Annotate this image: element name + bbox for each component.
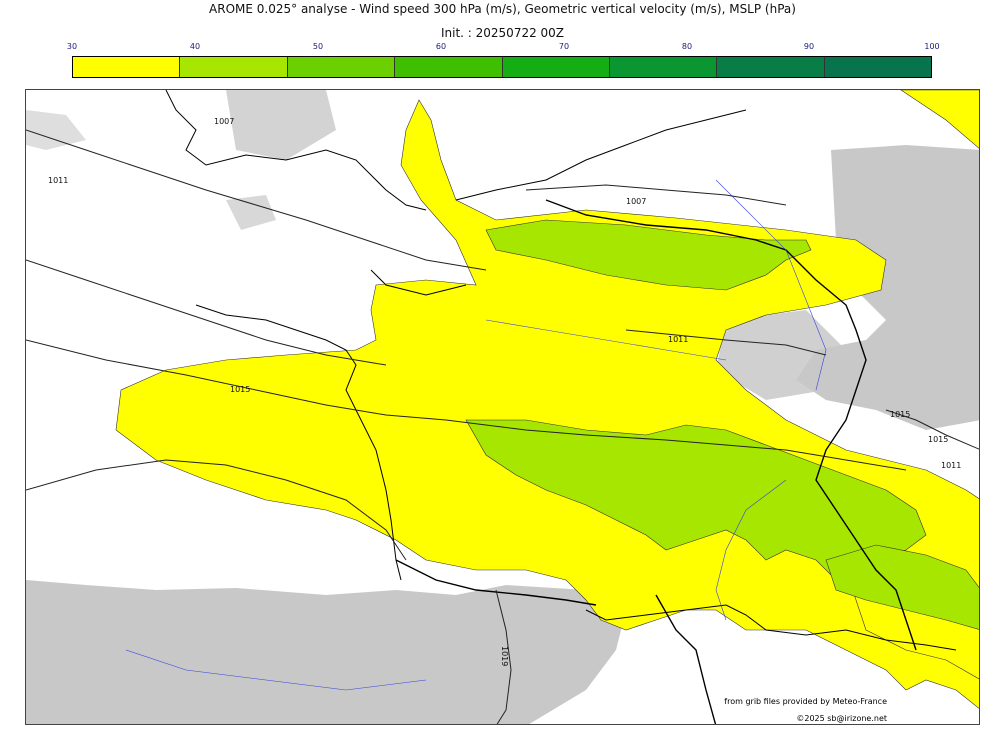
- data-source-credit: from grib files provided by Meteo-France: [724, 697, 887, 706]
- border-italy: [655, 594, 717, 724]
- vertical-velocity-shading: [26, 90, 979, 724]
- green-region-alps: [825, 544, 979, 630]
- colorbar-segment: [287, 57, 396, 77]
- border-france-spain: [395, 559, 597, 606]
- coast-mediterranean: [585, 604, 957, 651]
- isobar-label: 1007: [214, 117, 234, 126]
- isobar-south: [26, 459, 407, 561]
- colorbar-segment: [502, 57, 610, 77]
- colorbar-segment: [824, 57, 931, 77]
- isobar-label: 1019: [500, 646, 509, 666]
- isobar-label: 1015: [230, 385, 250, 394]
- isobar-1019: [495, 589, 512, 724]
- map-canvas: 1007 1011 1007 1011 1015 1015 1015 1011 …: [26, 90, 979, 724]
- wind-speed-colorbar: [72, 56, 932, 78]
- river-rhine: [715, 179, 827, 391]
- isobar-label: 1015: [890, 410, 910, 419]
- yellow-region-northeast: [900, 90, 979, 149]
- colorbar-segment: [73, 57, 181, 77]
- isobar-1007-east: [525, 184, 787, 206]
- colorbar-tick-80: 80: [681, 42, 693, 51]
- colorbar-tick-70: 70: [558, 42, 570, 51]
- map-title: AROME 0.025° analyse - Wind speed 300 hP…: [209, 2, 796, 16]
- weather-map: 1007 1011 1007 1011 1015 1015 1015 1011 …: [25, 89, 980, 725]
- isobar-1015-alps: [885, 409, 979, 450]
- isobar-1015: [26, 339, 907, 471]
- borders: [395, 199, 917, 724]
- isobar-1011-east: [625, 329, 827, 356]
- colorbar-tick-30: 30: [66, 42, 78, 51]
- shading-cornwall: [226, 195, 276, 230]
- coast-north-sea: [455, 109, 747, 201]
- isobar-1011-north: [26, 129, 487, 271]
- colorbar-segment: [180, 57, 288, 77]
- isobar-label: 1011: [668, 335, 688, 344]
- colorbar-tick-90: 90: [803, 42, 815, 51]
- colorbar-segment: [395, 57, 503, 77]
- rivers: [125, 179, 827, 691]
- isobars: [26, 129, 979, 724]
- colorbar-tick-50: 50: [312, 42, 324, 51]
- border-france-east: [545, 199, 917, 651]
- colorbar-tick-60: 60: [435, 42, 447, 51]
- shading-germany-alps: [796, 145, 979, 430]
- coast-normandy: [370, 269, 467, 296]
- shading-england: [226, 90, 336, 160]
- green-region-north: [485, 219, 812, 291]
- colorbar-tick-100: 100: [924, 42, 940, 51]
- coastlines: [165, 90, 957, 651]
- coast-france-west: [195, 304, 402, 581]
- shading-northeast-france: [716, 310, 846, 400]
- copyright-credit: ©2025 sb@irizone.net: [796, 714, 887, 723]
- colorbar-segment: [717, 57, 825, 77]
- isobar-label: 1011: [941, 461, 961, 470]
- colorbar-segment: [609, 57, 718, 77]
- isobar-labels: 1007 1011 1007 1011 1015 1015 1015 1011 …: [48, 117, 961, 666]
- coast-england-south: [165, 90, 427, 211]
- colorbar-tick-40: 40: [189, 42, 201, 51]
- isobar-label: 1015: [928, 435, 948, 444]
- river-rhone: [715, 479, 787, 621]
- init-time: Init. : 20250722 00Z: [440, 26, 565, 40]
- isobar-label: 1011: [48, 176, 68, 185]
- shading-pyrenees-spain: [26, 580, 626, 724]
- wind-speed-40-50: [465, 219, 979, 630]
- river-ebro: [125, 649, 427, 691]
- shading-atlantic: [26, 110, 86, 150]
- river-loire: [485, 319, 727, 361]
- isobar-west: [26, 259, 387, 366]
- isobar-label: 1007: [626, 197, 646, 206]
